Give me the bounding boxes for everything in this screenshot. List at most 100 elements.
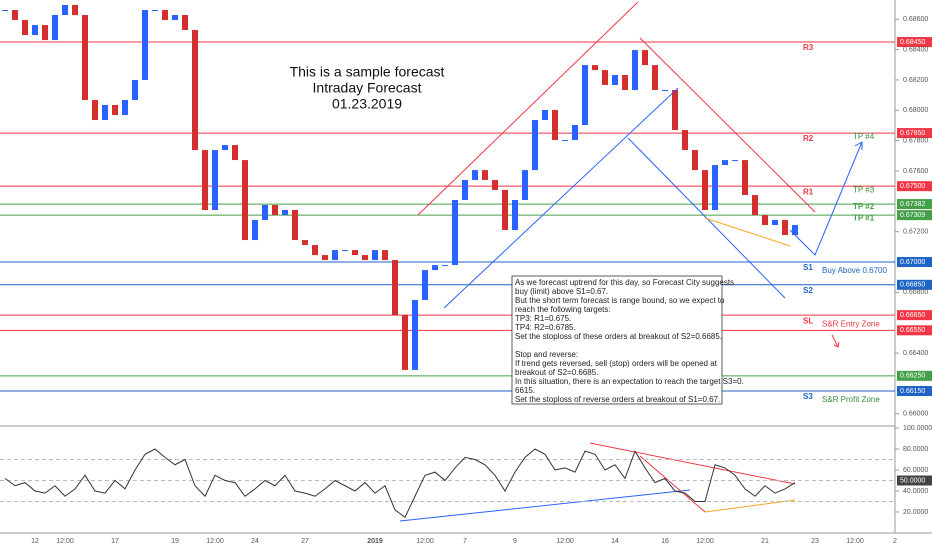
candle: [182, 15, 188, 31]
candle: [572, 125, 578, 141]
candle: [582, 65, 588, 126]
y-tick-label: 100.0000: [903, 425, 932, 432]
level-name: S1: [803, 263, 813, 272]
x-tick-label: 24: [251, 538, 259, 545]
level-price: 0.66850: [900, 282, 925, 289]
candle: [2, 10, 8, 12]
candle: [202, 150, 208, 210]
x-tick-label: 12: [31, 538, 39, 545]
x-tick-label: 23: [811, 538, 819, 545]
candle: [622, 74, 628, 90]
annotation-text: If trend gets reversed, sell (stop) orde…: [515, 359, 718, 368]
x-tick-label: 12:00: [56, 538, 74, 545]
candle: [452, 199, 458, 266]
y-tick-label: 0.68400: [903, 46, 928, 53]
candle: [92, 99, 98, 121]
candle: [652, 65, 658, 90]
candle: [222, 145, 228, 151]
candle: [12, 10, 18, 21]
x-tick-label: 17: [111, 538, 119, 545]
y-tick-label: 0.68600: [903, 16, 928, 23]
candle: [612, 74, 618, 85]
y-tick-label: 20.0000: [903, 509, 928, 516]
level-price: 0.67309: [900, 212, 925, 219]
level-badge: [897, 210, 932, 221]
candle: [412, 299, 418, 370]
level-name: SL: [803, 316, 813, 325]
candle: [352, 250, 358, 256]
candle: [42, 25, 48, 41]
level-price: 0.66250: [900, 373, 925, 380]
level-price: 0.66550: [900, 327, 925, 334]
x-tick-label: 14: [611, 538, 619, 545]
annotation-text: Stop and reverse:: [515, 350, 578, 359]
x-tick-label: 27: [301, 538, 309, 545]
x-tick-label: 19: [171, 538, 179, 545]
level-badge: [897, 128, 932, 139]
channel-lower: [443, 87, 679, 309]
level-note: S&R Profit Zone: [822, 395, 880, 404]
candle: [192, 30, 198, 151]
y-tick-label: 0.67600: [903, 168, 928, 175]
candle: [82, 15, 88, 100]
candle: [432, 265, 438, 271]
level-price: 0.66650: [900, 312, 925, 319]
wedge-base: [704, 217, 791, 247]
candle: [232, 145, 238, 161]
trendlines: [399, 1, 863, 522]
x-tick-label: 2: [893, 538, 897, 545]
annotation-text: But the short term forecast is range bou…: [515, 296, 725, 305]
candle: [662, 89, 668, 91]
candle: [52, 15, 58, 41]
current-badge: [897, 475, 932, 486]
level-note: Buy Above 0.6700: [822, 266, 887, 275]
candle: [342, 250, 348, 252]
candle: [292, 209, 298, 241]
y-tick-label: 60.0000: [903, 467, 928, 474]
level-badge: [897, 199, 932, 210]
y-tick-label: 0.66000: [903, 411, 928, 418]
level-price: 0.67500: [900, 183, 925, 190]
candle: [512, 199, 518, 231]
level-badge: [897, 386, 932, 397]
candle: [532, 120, 538, 171]
annotation-text: TP3: R1=0.675.: [515, 314, 571, 323]
level-note: TP #4: [853, 132, 875, 141]
annotation-text: breakout of S2=0.6685.: [515, 368, 598, 377]
level-price: 0.67000: [900, 259, 925, 266]
candle: [562, 140, 568, 142]
channel-upper: [417, 1, 639, 216]
candle: [722, 160, 728, 166]
level-badge: [897, 279, 932, 290]
y-tick-label: 0.66800: [903, 289, 928, 296]
candle: [442, 265, 448, 267]
x-tick-label: 12:00: [206, 538, 224, 545]
level-badge: [897, 257, 932, 268]
level-name: TP #1: [853, 213, 875, 222]
candle: [172, 15, 178, 21]
x-tick-label: 9: [513, 538, 517, 545]
x-tick-label: 12:00: [556, 538, 574, 545]
level-name: R1: [803, 187, 814, 196]
candle: [72, 5, 78, 16]
chart-title: Intraday Forecast: [313, 80, 422, 96]
x-tick-label: 7: [463, 538, 467, 545]
candle: [552, 110, 558, 141]
y-tick-label: 0.67800: [903, 137, 928, 144]
x-tick-label: 16: [661, 538, 669, 545]
level-price: 0.66150: [900, 388, 925, 395]
candle: [252, 220, 258, 241]
candle: [462, 179, 468, 200]
arrow-head: [833, 341, 840, 348]
level-price: 0.67382: [900, 201, 925, 208]
candle: [322, 255, 328, 261]
candle: [382, 250, 388, 261]
arrow-head: [854, 141, 863, 150]
candle: [262, 204, 268, 221]
x-tick-label: 12:00: [846, 538, 864, 545]
candle: [272, 204, 278, 216]
candle: [472, 170, 478, 180]
x-tick-label: 21: [761, 538, 769, 545]
candle: [132, 79, 138, 100]
